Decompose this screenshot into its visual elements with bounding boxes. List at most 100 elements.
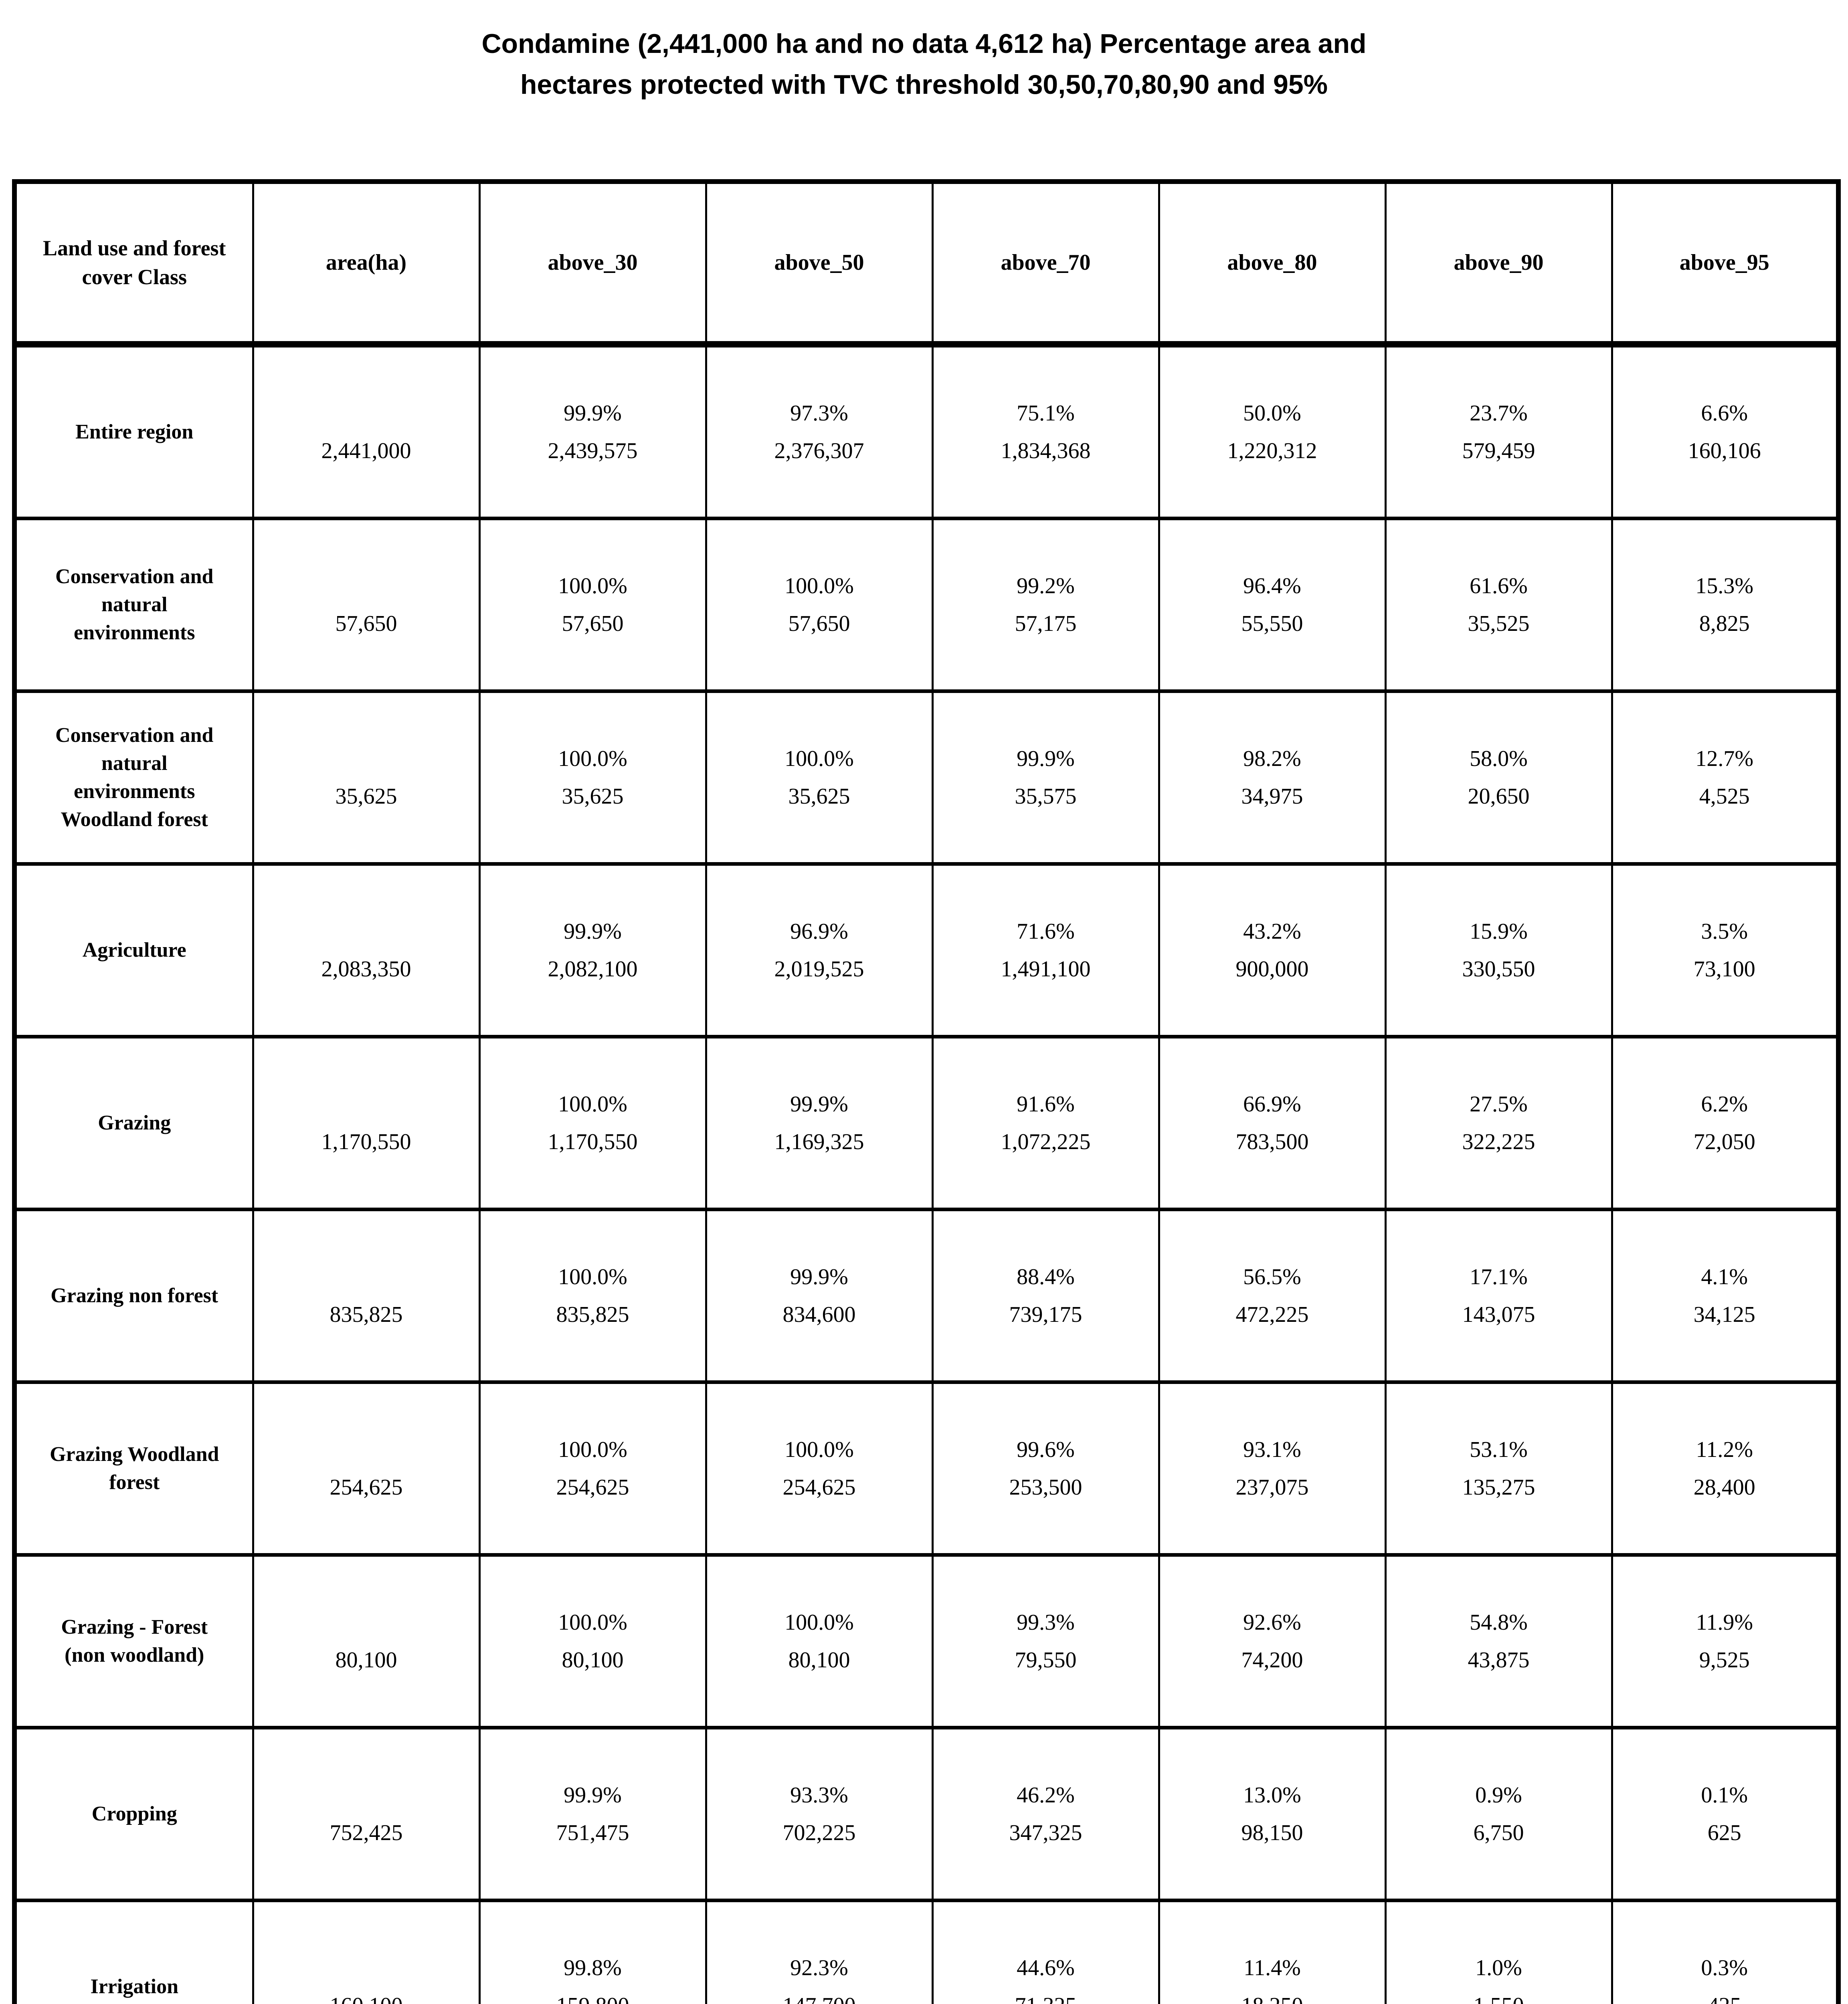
percent-value: 100.0% — [558, 1437, 627, 1462]
row-label: Grazing — [13, 1035, 254, 1211]
percent-value: 100.0% — [784, 746, 854, 771]
page-title-line1: Condamine (2,441,000 ha and no data 4,61… — [481, 28, 1367, 59]
percent-value: 13.0% — [1243, 1783, 1301, 1808]
column-header: above_30 — [478, 180, 707, 347]
threshold-cell: 58.0% 20,650 — [1384, 689, 1613, 866]
percent-value: 100.0% — [558, 1092, 627, 1117]
percent-value: 53.1% — [1470, 1437, 1528, 1462]
hectares-value: 35,625 — [562, 784, 624, 809]
percent-value: 6.6% — [1701, 401, 1748, 426]
percent-value: 100.0% — [784, 1610, 854, 1635]
percent-value: 23.7% — [1470, 401, 1528, 426]
hectares-value: 253,500 — [1009, 1475, 1082, 1500]
hectares-value: 1,220,312 — [1227, 438, 1317, 463]
table-row: Conservation and natural environments 57,… — [13, 517, 1840, 693]
percent-value: 88.4% — [1017, 1265, 1075, 1289]
threshold-cell: 23.7% 579,459 — [1384, 342, 1613, 520]
area-value: 835,825 — [330, 1302, 403, 1327]
hectares-value: 80,100 — [562, 1648, 624, 1673]
percent-value: 66.9% — [1243, 1092, 1301, 1117]
threshold-cell: 1.0% 1,550 — [1384, 1899, 1613, 2004]
column-header-class: Land use and forest cover Class — [13, 180, 254, 347]
threshold-cell: 15.9% 330,550 — [1384, 862, 1613, 1038]
area-value: 160,100 — [255, 1987, 478, 2004]
percent-value: 61.6% — [1470, 574, 1528, 598]
threshold-cell: 99.9% 751,475 — [478, 1726, 707, 1902]
hectares-value: 8,825 — [1699, 611, 1750, 636]
percent-value: 92.6% — [1243, 1610, 1301, 1635]
percent-value: 100.0% — [558, 746, 627, 771]
threshold-cell: 99.9% 1,169,325 — [705, 1035, 934, 1211]
hectares-value: 702,225 — [782, 1820, 856, 1845]
threshold-cell: 92.6% 74,200 — [1158, 1553, 1387, 1729]
hectares-value: 79,550 — [1015, 1648, 1077, 1673]
row-label: Grazing - Forest (non woodland) — [13, 1553, 254, 1729]
threshold-cell: 75.1% 1,834,368 — [931, 342, 1160, 520]
table-row: Conservation and natural environments Wo… — [13, 689, 1840, 866]
percent-value: 50.0% — [1243, 401, 1301, 426]
threshold-cell: 0.9% 6,750 — [1384, 1726, 1613, 1902]
header-row: Land use and forest cover Class area(ha) a… — [13, 180, 1840, 347]
hectares-value: 6,750 — [1473, 1820, 1524, 1845]
percent-value: 12.7% — [1695, 746, 1754, 771]
percent-value: 99.9% — [790, 1092, 848, 1117]
hectares-value: 1,834,368 — [1001, 438, 1091, 463]
area-cell: 2,441,000 — [252, 342, 481, 520]
percent-value: 58.0% — [1470, 746, 1528, 771]
percent-value: 99.3% — [1017, 1610, 1075, 1635]
hectares-value: 80,100 — [788, 1648, 850, 1673]
hectares-value: 900,000 — [1235, 957, 1309, 982]
percent-value: 17.1% — [1470, 1265, 1528, 1289]
hectares-value: 322,225 — [1462, 1129, 1535, 1154]
area-value: 1,170,550 — [321, 1129, 411, 1154]
hectares-value: 35,525 — [1468, 611, 1530, 636]
area-cell: 2,083,350 — [252, 862, 481, 1038]
hectares-value: 35,575 — [1015, 784, 1077, 809]
threshold-cell: 99.9% 35,575 — [931, 689, 1160, 866]
hectares-value: 34,975 — [1241, 784, 1303, 809]
table-row: Grazing non forest 835,825 100.0% 835,825 99… — [13, 1208, 1840, 1384]
threshold-cell: 93.3% 702,225 — [705, 1726, 934, 1902]
percent-value: 96.9% — [790, 919, 848, 944]
hectares-value: 4,525 — [1699, 784, 1750, 809]
table-row: Grazing Woodland forest 254,625 100.0% 254,… — [13, 1380, 1840, 1557]
hectares-value: 1,550 — [1387, 1987, 1611, 2004]
hectares-value: 347,325 — [1009, 1820, 1082, 1845]
area-cell: 835,825 — [252, 1208, 481, 1384]
hectares-value: 72,050 — [1693, 1129, 1755, 1154]
threshold-cell: 100.0% 1,170,550 — [478, 1035, 707, 1211]
percent-value: 91.6% — [1017, 1092, 1075, 1117]
threshold-cell: 15.3% 8,825 — [1611, 517, 1840, 693]
area-cell: 160,100 — [252, 1899, 481, 2004]
threshold-cell: 99.2% 57,175 — [931, 517, 1160, 693]
table-row: Irrigation160,100 99.8% 159,800 92.3% 147,70… — [13, 1899, 1840, 2004]
percent-value: 1.0% — [1475, 1956, 1522, 1980]
percent-value: 100.0% — [784, 1437, 854, 1462]
row-label: Conservation and natural environments — [13, 517, 254, 693]
hectares-value: 160,106 — [1688, 438, 1761, 463]
threshold-cell: 11.9% 9,525 — [1611, 1553, 1840, 1729]
threshold-cell: 56.5% 472,225 — [1158, 1208, 1387, 1384]
area-value: 80,100 — [335, 1648, 397, 1673]
percent-value: 0.9% — [1475, 1783, 1522, 1808]
percent-value: 27.5% — [1470, 1092, 1528, 1117]
threshold-cell: 100.0% 80,100 — [478, 1553, 707, 1729]
threshold-cell: 96.4% 55,550 — [1158, 517, 1387, 693]
area-cell: 80,100 — [252, 1553, 481, 1729]
threshold-cell: 0.1% 625 — [1611, 1726, 1840, 1902]
hectares-value: 57,650 — [562, 611, 624, 636]
hectares-value: 2,439,575 — [548, 438, 638, 463]
hectares-value: 1,072,225 — [1001, 1129, 1091, 1154]
threshold-cell: 46.2% 347,325 — [931, 1726, 1160, 1902]
table-row: Grazing - Forest (non woodland) 80,100 100… — [13, 1553, 1840, 1729]
table-row: Cropping 752,425 99.9% 751,475 93.3% 702,225 4… — [13, 1726, 1840, 1902]
percent-value: 97.3% — [790, 401, 848, 426]
hectares-value: 2,082,100 — [548, 957, 638, 982]
hectares-value: 425 — [1613, 1987, 1836, 2004]
hectares-value: 579,459 — [1462, 438, 1535, 463]
percent-value: 0.1% — [1701, 1783, 1748, 1808]
threshold-cell: 66.9% 783,500 — [1158, 1035, 1387, 1211]
percent-value: 3.5% — [1701, 919, 1748, 944]
hectares-value: 1,491,100 — [1001, 957, 1091, 982]
